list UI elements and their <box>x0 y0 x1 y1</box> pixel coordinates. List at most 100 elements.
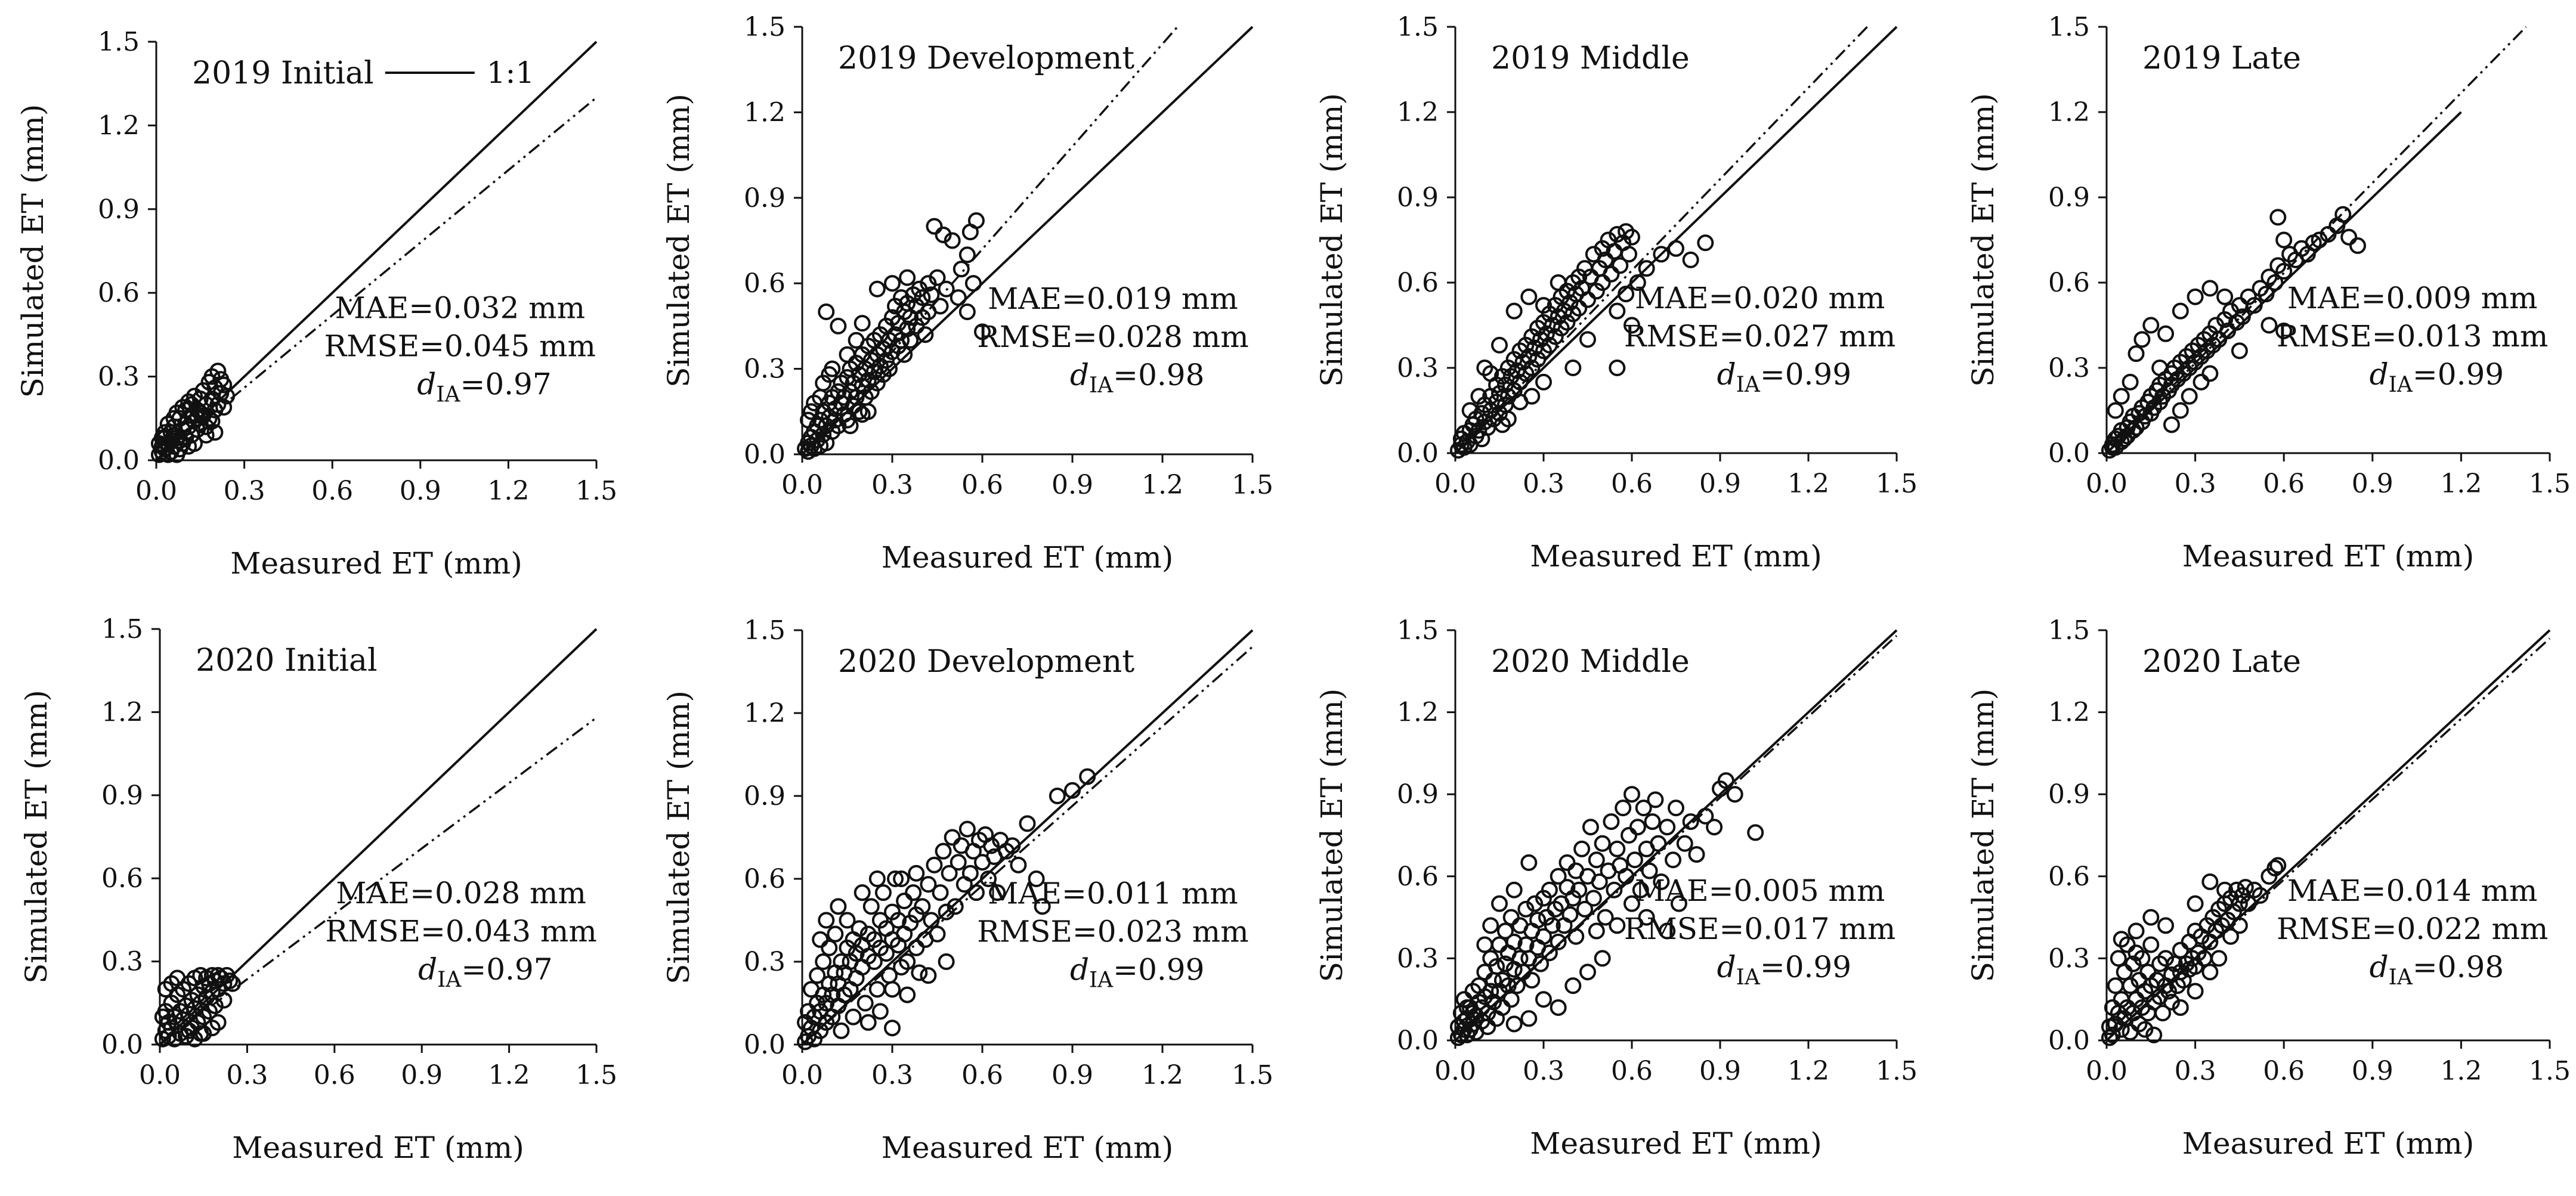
legend-label: 1:1 <box>487 55 534 90</box>
data-point <box>191 404 209 422</box>
data-point <box>1650 835 1667 852</box>
data-point <box>1747 824 1764 841</box>
dia-value: =0.97 <box>461 952 552 987</box>
data-point <box>1668 240 1684 257</box>
x-tick-label: 0.9 <box>1052 470 1093 500</box>
panel-title: 2019 Initial <box>192 55 374 91</box>
x-tick-label: 0.9 <box>401 1060 443 1090</box>
x-axis-title: Measured ET (mm) <box>1530 539 1822 574</box>
data-point <box>800 411 817 429</box>
x-tick-label: 1.2 <box>1142 470 1183 500</box>
data-point <box>1618 286 1635 303</box>
data-point <box>197 426 215 444</box>
data-point <box>2216 881 2234 898</box>
y-tick-label: 1.2 <box>2048 698 2090 728</box>
data-point <box>1482 365 1499 382</box>
y-axis-title: Simulated ET (mm) <box>19 690 54 984</box>
data-point <box>169 969 186 987</box>
x-tick-label: 0.0 <box>135 476 177 506</box>
dia-label: dIA=0.98 <box>1070 358 1204 398</box>
data-point <box>917 326 934 343</box>
data-point <box>1019 815 1036 832</box>
y-tick-label: 0.9 <box>1397 779 1439 810</box>
data-point <box>2219 323 2237 340</box>
x-tick-label: 0.3 <box>871 1060 913 1090</box>
data-point <box>2124 955 2142 972</box>
dia-symbol: d <box>2370 950 2389 984</box>
data-point <box>2157 917 2175 934</box>
data-point <box>2122 1024 2139 1041</box>
fit-line <box>801 26 1179 456</box>
y-axis-title: Simulated ET (mm) <box>661 94 696 388</box>
y-tick-label: 0.9 <box>2048 182 2090 213</box>
data-point <box>1594 950 1611 967</box>
x-tick-label: 0.9 <box>1699 469 1741 499</box>
y-tick-label: 1.2 <box>98 110 140 141</box>
one-to-one-line <box>1454 26 1898 454</box>
data-point <box>908 865 925 882</box>
data-point <box>884 275 901 292</box>
data-point <box>824 360 841 377</box>
x-tick-label: 0.0 <box>139 1060 181 1090</box>
data-point <box>2266 274 2284 291</box>
x-tick-label: 0.0 <box>781 470 823 500</box>
dia-symbol: d <box>1717 357 1736 392</box>
data-point <box>961 865 979 882</box>
x-tick-label: 0.0 <box>1434 469 1476 499</box>
data-point <box>1706 819 1723 836</box>
data-point <box>853 884 871 901</box>
dia-subscript: IA <box>2389 965 2413 990</box>
data-point <box>1618 867 1635 885</box>
mae-label: MAE=0.028 mm <box>336 876 586 910</box>
data-point <box>1659 819 1676 836</box>
panel-title: 2019 Late <box>2142 41 2301 76</box>
data-point <box>1588 922 1605 940</box>
data-point <box>1496 922 1514 940</box>
data-point <box>1520 854 1538 871</box>
data-point <box>2104 1026 2121 1043</box>
data-point <box>1482 983 1499 1000</box>
data-point <box>1629 819 1646 836</box>
data-point <box>203 413 221 430</box>
data-point <box>180 1022 197 1039</box>
dia-subscript: IA <box>1089 968 1114 993</box>
data-point <box>1479 1018 1496 1036</box>
y-tick-label: 0.9 <box>98 194 140 225</box>
data-point <box>1491 983 1508 1000</box>
data-point <box>1615 800 1632 817</box>
y-tick-label: 1.5 <box>744 12 786 42</box>
data-point <box>983 837 1000 854</box>
data-point <box>215 376 233 393</box>
x-tick-label: 1.2 <box>2440 1056 2482 1086</box>
data-point <box>833 1022 850 1039</box>
data-point <box>947 898 964 915</box>
data-point <box>1529 912 1547 929</box>
scatter-panel: 0.00.0 0.3 0.3 0.6 0.6 0.9 0.9 1.2 1.2 1.5 1.5 Meas… <box>1315 12 1918 574</box>
data-point <box>905 884 922 901</box>
x-tick-label: 0.6 <box>961 470 1003 500</box>
data-point <box>1573 840 1591 857</box>
x-tick-label: 0.3 <box>226 1060 268 1090</box>
y-tick-label: 1.5 <box>98 27 140 57</box>
data-point <box>1079 768 1096 785</box>
data-point <box>932 884 949 901</box>
panel-title: 2019 Development <box>838 41 1134 76</box>
data-point <box>1638 260 1655 277</box>
data-point <box>1464 1005 1482 1022</box>
fit-line <box>155 97 598 461</box>
dia-value: =0.98 <box>2413 950 2504 984</box>
rmse-label: RMSE=0.013 mm <box>2277 319 2548 354</box>
data-point <box>2201 280 2219 297</box>
dia-symbol: d <box>1070 953 1089 987</box>
y-axis-title: Simulated ET (mm) <box>1315 93 1349 387</box>
rmse-label: RMSE=0.045 mm <box>324 329 596 363</box>
rmse-label: RMSE=0.023 mm <box>977 915 1248 949</box>
data-point <box>2311 231 2328 249</box>
data-point <box>868 870 886 887</box>
y-tick-label: 1.5 <box>2048 12 2090 42</box>
x-tick-label: 0.3 <box>871 470 913 500</box>
x-tick-label: 1.2 <box>1788 469 1829 499</box>
y-tick-label: 0.0 <box>1397 438 1439 469</box>
data-point <box>1591 873 1608 890</box>
data-point <box>896 346 913 363</box>
